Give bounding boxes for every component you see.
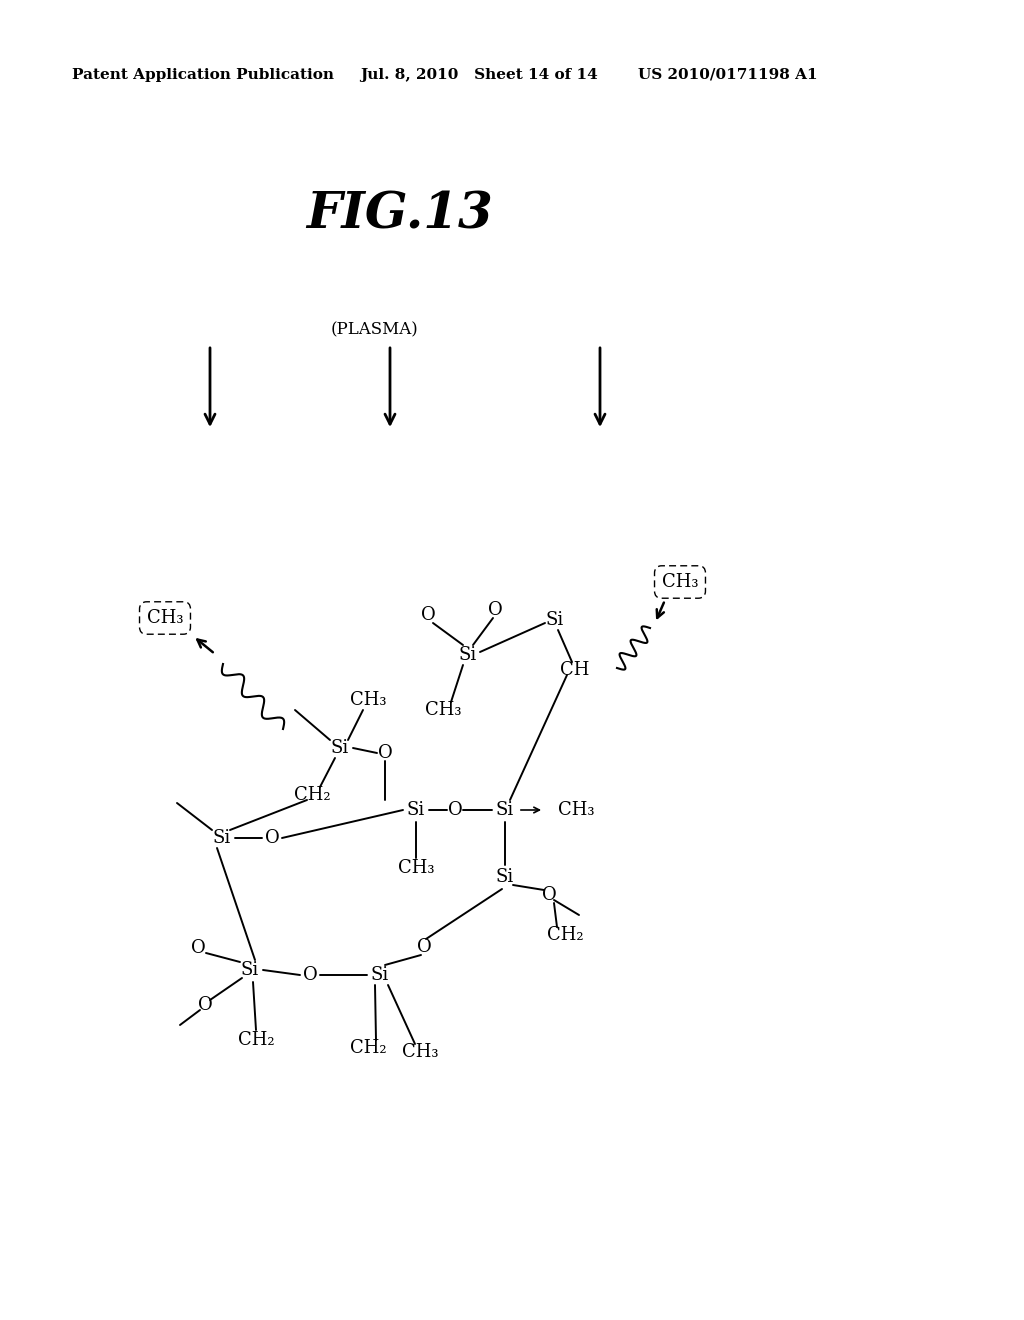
Text: CH₂: CH₂	[294, 785, 331, 804]
Text: O: O	[303, 966, 317, 983]
Text: CH₃: CH₃	[146, 609, 183, 627]
Text: US 2010/0171198 A1: US 2010/0171198 A1	[638, 69, 817, 82]
Text: O: O	[190, 939, 206, 957]
Text: CH₃: CH₃	[401, 1043, 438, 1061]
Text: FIG.13: FIG.13	[306, 190, 494, 239]
Text: CH₃: CH₃	[425, 701, 461, 719]
Text: O: O	[417, 939, 431, 956]
Text: Si: Si	[331, 739, 349, 756]
Text: Si: Si	[496, 801, 514, 818]
Text: O: O	[421, 606, 435, 624]
Text: Si: Si	[496, 869, 514, 886]
Text: O: O	[378, 744, 392, 762]
Text: CH₃: CH₃	[662, 573, 698, 591]
Text: Si: Si	[213, 829, 231, 847]
Text: CH₃: CH₃	[558, 801, 594, 818]
Text: Si: Si	[459, 645, 477, 664]
Text: O: O	[542, 886, 556, 904]
Text: CH₂: CH₂	[349, 1039, 386, 1057]
Text: CH₃: CH₃	[350, 690, 386, 709]
Text: O: O	[487, 601, 503, 619]
Text: Si: Si	[241, 961, 259, 979]
Text: (PLASMA): (PLASMA)	[331, 322, 419, 338]
Text: CH: CH	[560, 661, 590, 678]
Text: CH₂: CH₂	[238, 1031, 274, 1049]
Text: O: O	[198, 997, 212, 1014]
Text: CH₃: CH₃	[397, 859, 434, 876]
Text: Si: Si	[407, 801, 425, 818]
Text: Patent Application Publication: Patent Application Publication	[72, 69, 334, 82]
Text: Si: Si	[546, 611, 564, 630]
Text: Si: Si	[371, 966, 389, 983]
Text: Jul. 8, 2010   Sheet 14 of 14: Jul. 8, 2010 Sheet 14 of 14	[360, 69, 598, 82]
Text: CH₂: CH₂	[547, 927, 584, 944]
Text: O: O	[447, 801, 463, 818]
Text: O: O	[264, 829, 280, 847]
